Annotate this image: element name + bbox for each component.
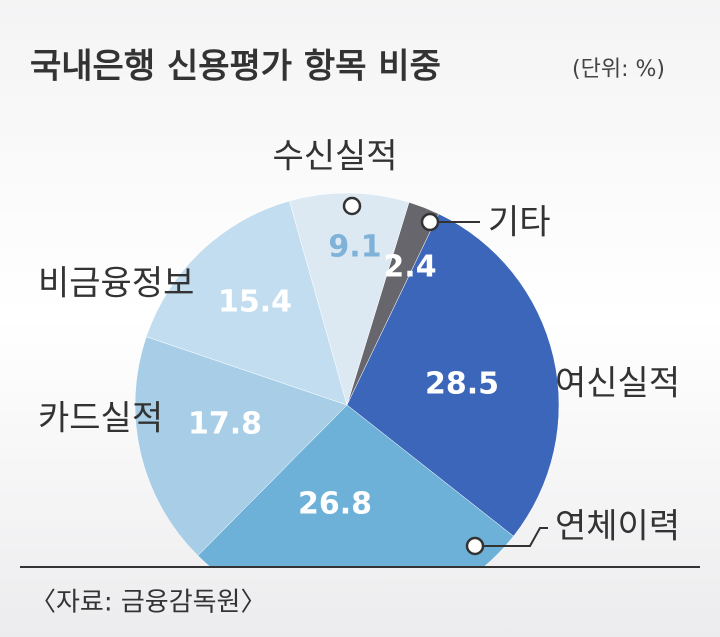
category-label: 기타 xyxy=(488,203,551,243)
leader-dot xyxy=(420,212,440,232)
category-label: 연체이력 xyxy=(555,507,680,547)
pie-slice xyxy=(145,200,348,406)
chart-title: 국내은행 신용평가 항목 비중 xyxy=(30,47,441,87)
labels: 2.4 기타 28.5 여신실적 26.8 연체이력 17.8 카드실적 15.4 비금융정보 9.… xyxy=(38,137,680,556)
value-label: 26.8 xyxy=(298,487,372,522)
value-label: 28.5 xyxy=(425,367,499,402)
pie xyxy=(134,192,560,566)
category-label: 비금융정보 xyxy=(38,264,194,304)
leader-line xyxy=(482,527,548,547)
pie-slice xyxy=(134,336,348,556)
value-label: 2.4 xyxy=(383,250,436,285)
pie-slice xyxy=(289,192,410,406)
pie-slice xyxy=(346,213,560,537)
value-label: 9.1 xyxy=(328,230,381,265)
source: 〈자료: 금융감독원〉 xyxy=(30,588,266,618)
chart-subtitle: (단위: %) xyxy=(572,57,665,82)
value-label: 17.8 xyxy=(188,407,262,442)
category-label: 수신실적 xyxy=(272,137,397,177)
category-label: 카드실적 xyxy=(38,399,163,439)
value-label: 15.4 xyxy=(218,285,292,320)
category-label: 여신실적 xyxy=(555,364,680,404)
leader-dot xyxy=(342,196,362,216)
leader-dot xyxy=(465,536,485,556)
pie-slice xyxy=(197,404,514,566)
